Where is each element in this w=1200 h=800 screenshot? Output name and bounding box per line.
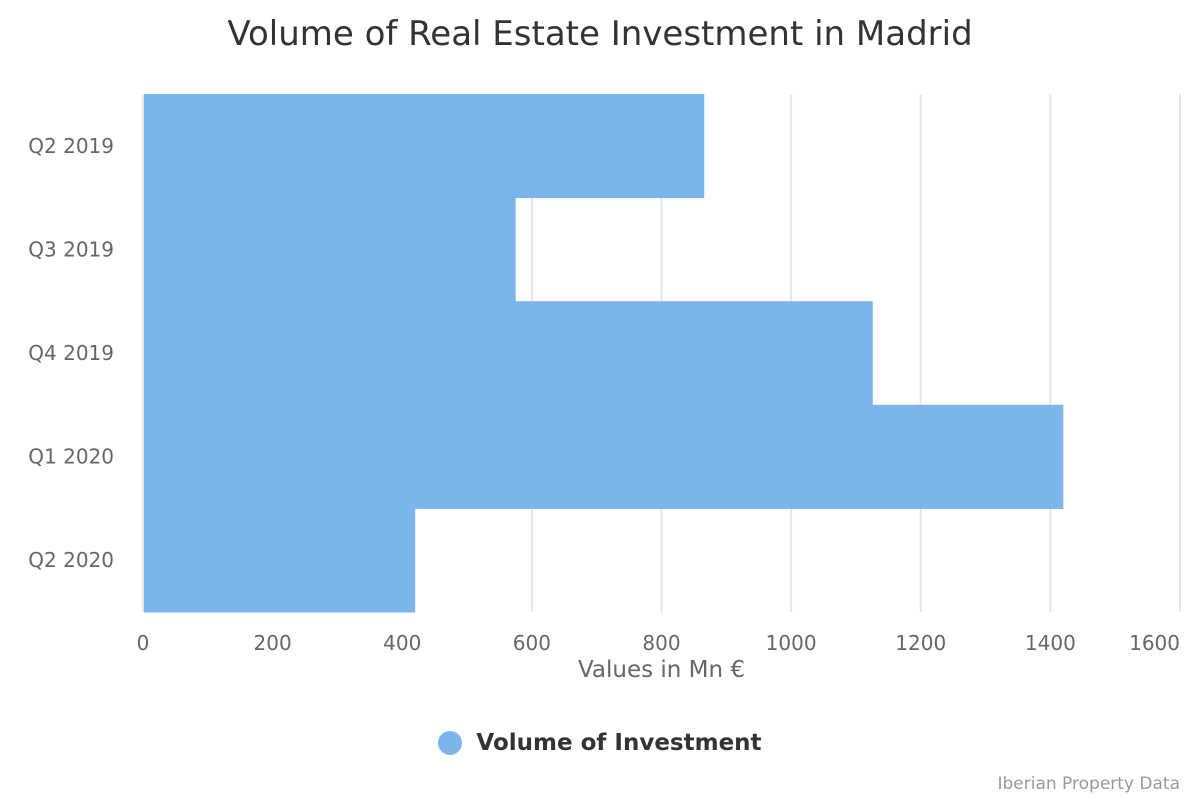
y-tick-label: Q3 2019	[28, 237, 114, 261]
x-tick-label: 600	[513, 631, 551, 655]
credits[interactable]: Iberian Property Data	[997, 774, 1180, 794]
y-tick-label: Q4 2019	[28, 341, 114, 365]
legend[interactable]: Volume of Investment	[0, 730, 1200, 756]
bar-q1-2020[interactable]	[144, 404, 1064, 509]
x-axis-title: Values in Mn €	[578, 657, 745, 683]
legend-label[interactable]: Volume of Investment	[476, 730, 762, 756]
y-axis-ticks: Q2 2019 Q3 2019 Q4 2019 Q1 2020 Q2 2020	[28, 134, 114, 572]
x-tick-label: 1200	[895, 631, 946, 655]
x-tick-label: 1600	[1129, 631, 1180, 655]
x-tick-label: 1000	[766, 631, 817, 655]
chart-title: Volume of Real Estate Investment in Madr…	[227, 14, 973, 54]
bars	[144, 94, 1064, 613]
x-tick-label: 200	[254, 631, 292, 655]
x-tick-label: 0	[137, 631, 150, 655]
bar-q4-2019[interactable]	[144, 301, 873, 406]
bar-q2-2019[interactable]	[144, 94, 705, 199]
x-tick-label: 1400	[1025, 631, 1076, 655]
x-axis-ticks: 0 200 400 600 800 1000 1200 1400 1600	[137, 631, 1180, 655]
y-tick-label: Q2 2020	[28, 548, 114, 572]
x-tick-label: 400	[383, 631, 421, 655]
bar-q3-2019[interactable]	[144, 197, 516, 302]
y-tick-label: Q2 2019	[28, 134, 114, 158]
bar-q2-2020[interactable]	[144, 508, 416, 613]
y-tick-label: Q1 2020	[28, 445, 114, 469]
x-tick-label: 800	[642, 631, 680, 655]
legend-marker-icon	[438, 731, 463, 755]
